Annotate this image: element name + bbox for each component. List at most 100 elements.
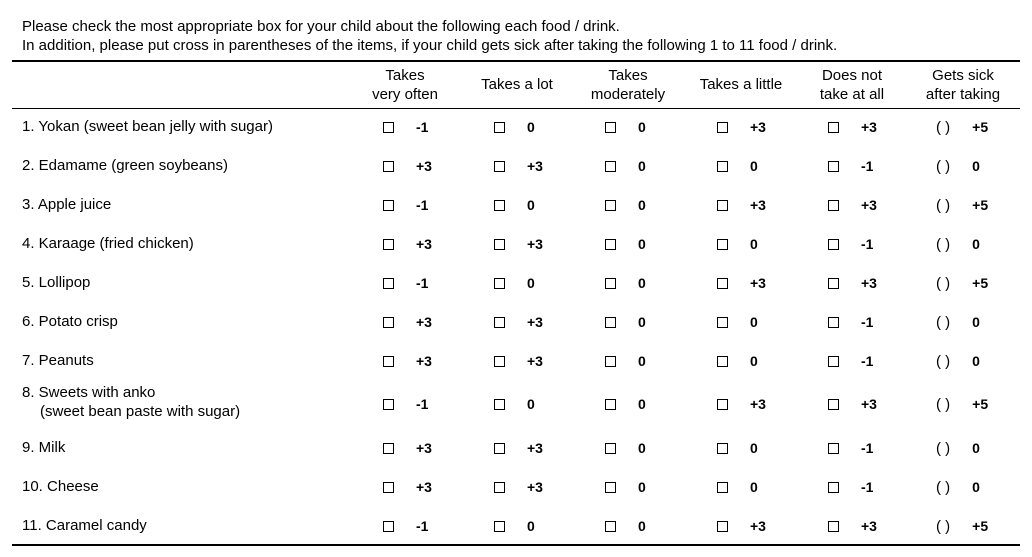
checkbox[interactable]	[828, 160, 839, 172]
sick-after-cell: ( ) +5	[936, 394, 988, 414]
score-value: 0	[972, 440, 980, 456]
checkbox[interactable]	[828, 398, 839, 410]
checkbox[interactable]	[605, 442, 616, 454]
checkbox[interactable]	[494, 199, 505, 211]
sick-parentheses[interactable]: ( )	[936, 274, 951, 292]
checkbox[interactable]	[717, 199, 728, 211]
checkbox[interactable]	[828, 442, 839, 454]
sick-parentheses[interactable]: ( )	[936, 235, 951, 253]
checkbox[interactable]	[717, 481, 728, 493]
checkbox[interactable]	[383, 277, 394, 289]
checkbox[interactable]	[494, 121, 505, 133]
checkbox[interactable]	[828, 238, 839, 250]
checkbox[interactable]	[605, 121, 616, 133]
checkbox[interactable]	[494, 520, 505, 532]
checkbox[interactable]	[605, 520, 616, 532]
checkbox[interactable]	[605, 277, 616, 289]
food-item-name: 2. Edamame (green soybeans)	[22, 157, 228, 174]
food-item-label: 2. Edamame (green soybeans)	[22, 156, 228, 175]
checkbox[interactable]	[383, 316, 394, 328]
checkbox[interactable]	[605, 238, 616, 250]
frequency-cell: +3	[717, 394, 766, 414]
score-value: +3	[861, 396, 877, 412]
score-value: 0	[972, 353, 980, 369]
score-value: 0	[972, 236, 980, 252]
food-item-name: 9. Milk	[22, 439, 66, 456]
sick-parentheses[interactable]: ( )	[936, 439, 951, 457]
checkbox[interactable]	[383, 481, 394, 493]
score-value: 0	[527, 396, 535, 412]
frequency-cell: +3	[383, 156, 432, 176]
frequency-cell: +3	[383, 477, 432, 497]
checkbox[interactable]	[494, 238, 505, 250]
score-value: 0	[972, 314, 980, 330]
sick-after-cell: ( ) +5	[936, 195, 988, 215]
checkbox[interactable]	[717, 520, 728, 532]
checkbox[interactable]	[605, 160, 616, 172]
sick-parentheses[interactable]: ( )	[936, 196, 951, 214]
column-header-3: Takes moderately	[568, 66, 688, 104]
checkbox[interactable]	[605, 316, 616, 328]
frequency-cell: +3	[828, 394, 877, 414]
checkbox[interactable]	[828, 520, 839, 532]
frequency-cell: 0	[605, 234, 646, 254]
score-value: +3	[527, 353, 543, 369]
sick-parentheses[interactable]: ( )	[936, 478, 951, 496]
frequency-cell: -1	[383, 117, 428, 137]
checkbox[interactable]	[383, 520, 394, 532]
checkbox[interactable]	[383, 355, 394, 367]
column-header-line1: Takes	[608, 67, 648, 84]
checkbox[interactable]	[828, 481, 839, 493]
frequency-cell: +3	[828, 516, 877, 536]
score-value: -1	[861, 314, 874, 330]
score-value: 0	[972, 479, 980, 495]
checkbox[interactable]	[494, 442, 505, 454]
score-value: +3	[527, 440, 543, 456]
checkbox[interactable]	[828, 199, 839, 211]
checkbox[interactable]	[605, 398, 616, 410]
sick-parentheses[interactable]: ( )	[936, 352, 951, 370]
checkbox[interactable]	[717, 238, 728, 250]
checkbox[interactable]	[717, 277, 728, 289]
checkbox[interactable]	[717, 121, 728, 133]
score-value: 0	[638, 314, 646, 330]
score-value: 0	[638, 479, 646, 495]
checkbox[interactable]	[828, 316, 839, 328]
sick-parentheses[interactable]: ( )	[936, 313, 951, 331]
sick-parentheses[interactable]: ( )	[936, 157, 951, 175]
checkbox[interactable]	[494, 316, 505, 328]
sick-parentheses[interactable]: ( )	[936, 118, 951, 136]
checkbox[interactable]	[828, 277, 839, 289]
sick-parentheses[interactable]: ( )	[936, 395, 951, 413]
frequency-cell: +3	[383, 438, 432, 458]
score-value: 0	[750, 353, 758, 369]
checkbox[interactable]	[383, 160, 394, 172]
sick-parentheses[interactable]: ( )	[936, 517, 951, 535]
checkbox[interactable]	[717, 442, 728, 454]
checkbox[interactable]	[605, 481, 616, 493]
checkbox[interactable]	[605, 199, 616, 211]
checkbox[interactable]	[383, 121, 394, 133]
column-header-line1: Takes a little	[699, 76, 783, 93]
checkbox[interactable]	[717, 160, 728, 172]
checkbox[interactable]	[494, 481, 505, 493]
checkbox[interactable]	[828, 355, 839, 367]
score-value: +3	[750, 197, 766, 213]
score-value: 0	[750, 314, 758, 330]
score-value: 0	[750, 440, 758, 456]
checkbox[interactable]	[383, 238, 394, 250]
checkbox[interactable]	[717, 316, 728, 328]
checkbox[interactable]	[383, 442, 394, 454]
checkbox[interactable]	[494, 277, 505, 289]
checkbox[interactable]	[494, 398, 505, 410]
checkbox[interactable]	[383, 199, 394, 211]
checkbox[interactable]	[828, 121, 839, 133]
frequency-cell: -1	[383, 273, 428, 293]
checkbox[interactable]	[605, 355, 616, 367]
checkbox[interactable]	[383, 398, 394, 410]
checkbox[interactable]	[494, 355, 505, 367]
checkbox[interactable]	[717, 355, 728, 367]
checkbox[interactable]	[717, 398, 728, 410]
checkbox[interactable]	[494, 160, 505, 172]
score-value: +3	[416, 158, 432, 174]
